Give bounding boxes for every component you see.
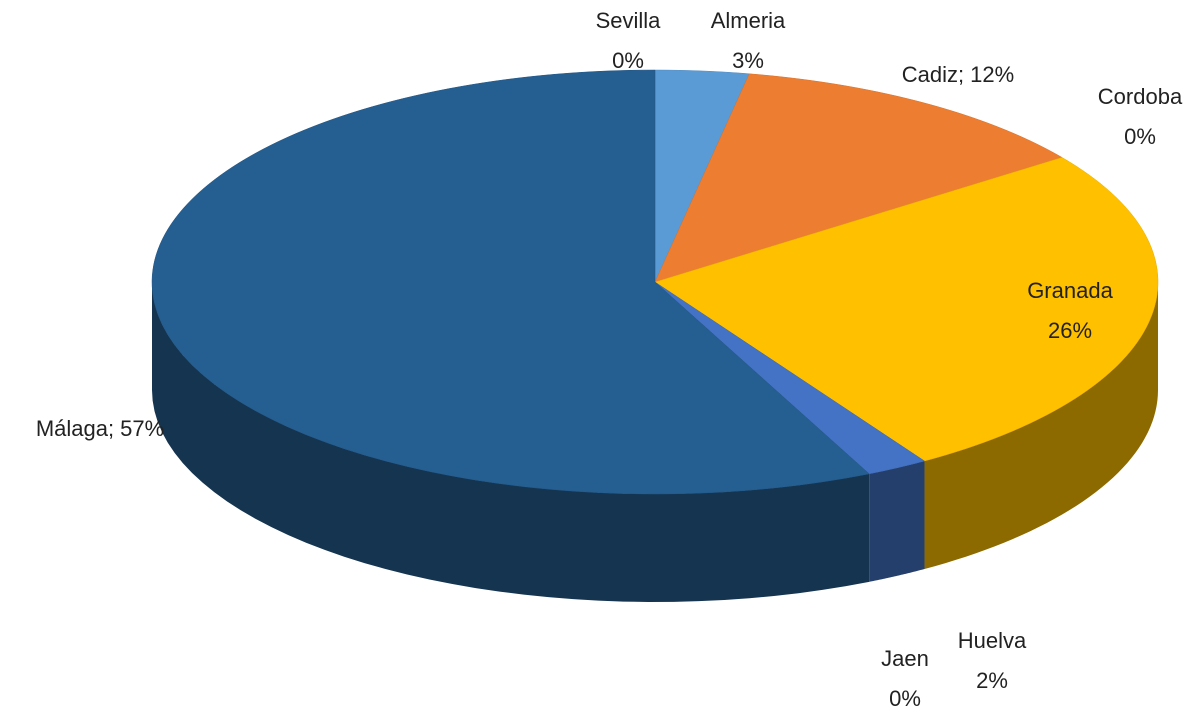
slice-label: Málaga; — [36, 416, 114, 441]
slice-value-label: 26% — [1048, 318, 1092, 343]
slice — [654, 69, 750, 283]
slice-label-group: Málaga; 57% — [36, 416, 164, 441]
slice-value-label: 12% — [970, 62, 1014, 87]
slice-value-label: 3% — [732, 48, 764, 73]
slice — [654, 281, 926, 475]
slice — [654, 157, 1159, 462]
slice-value-label: 0% — [612, 48, 644, 73]
slice-side — [924, 282, 1158, 569]
slice-label: Sevilla — [596, 8, 662, 33]
slice — [151, 69, 870, 495]
slice-label: Huelva — [958, 628, 1027, 653]
slice-value-label: 2% — [976, 668, 1008, 693]
slice-label: Granada — [1027, 278, 1113, 303]
slice-side — [869, 460, 925, 582]
slice-label: Cadiz; — [902, 62, 964, 87]
slice — [654, 73, 1063, 283]
slice-value-label: 0% — [889, 686, 921, 711]
slice-side — [152, 282, 870, 602]
slice-label: Cordoba — [1098, 84, 1183, 109]
slice-label: Almeria — [711, 8, 786, 33]
slice-label: Jaen — [881, 646, 929, 671]
slice-label-group: Cadiz; 12% — [902, 62, 1014, 87]
slice-value-label: 57% — [120, 416, 164, 441]
slice-value-label: 0% — [1124, 124, 1156, 149]
